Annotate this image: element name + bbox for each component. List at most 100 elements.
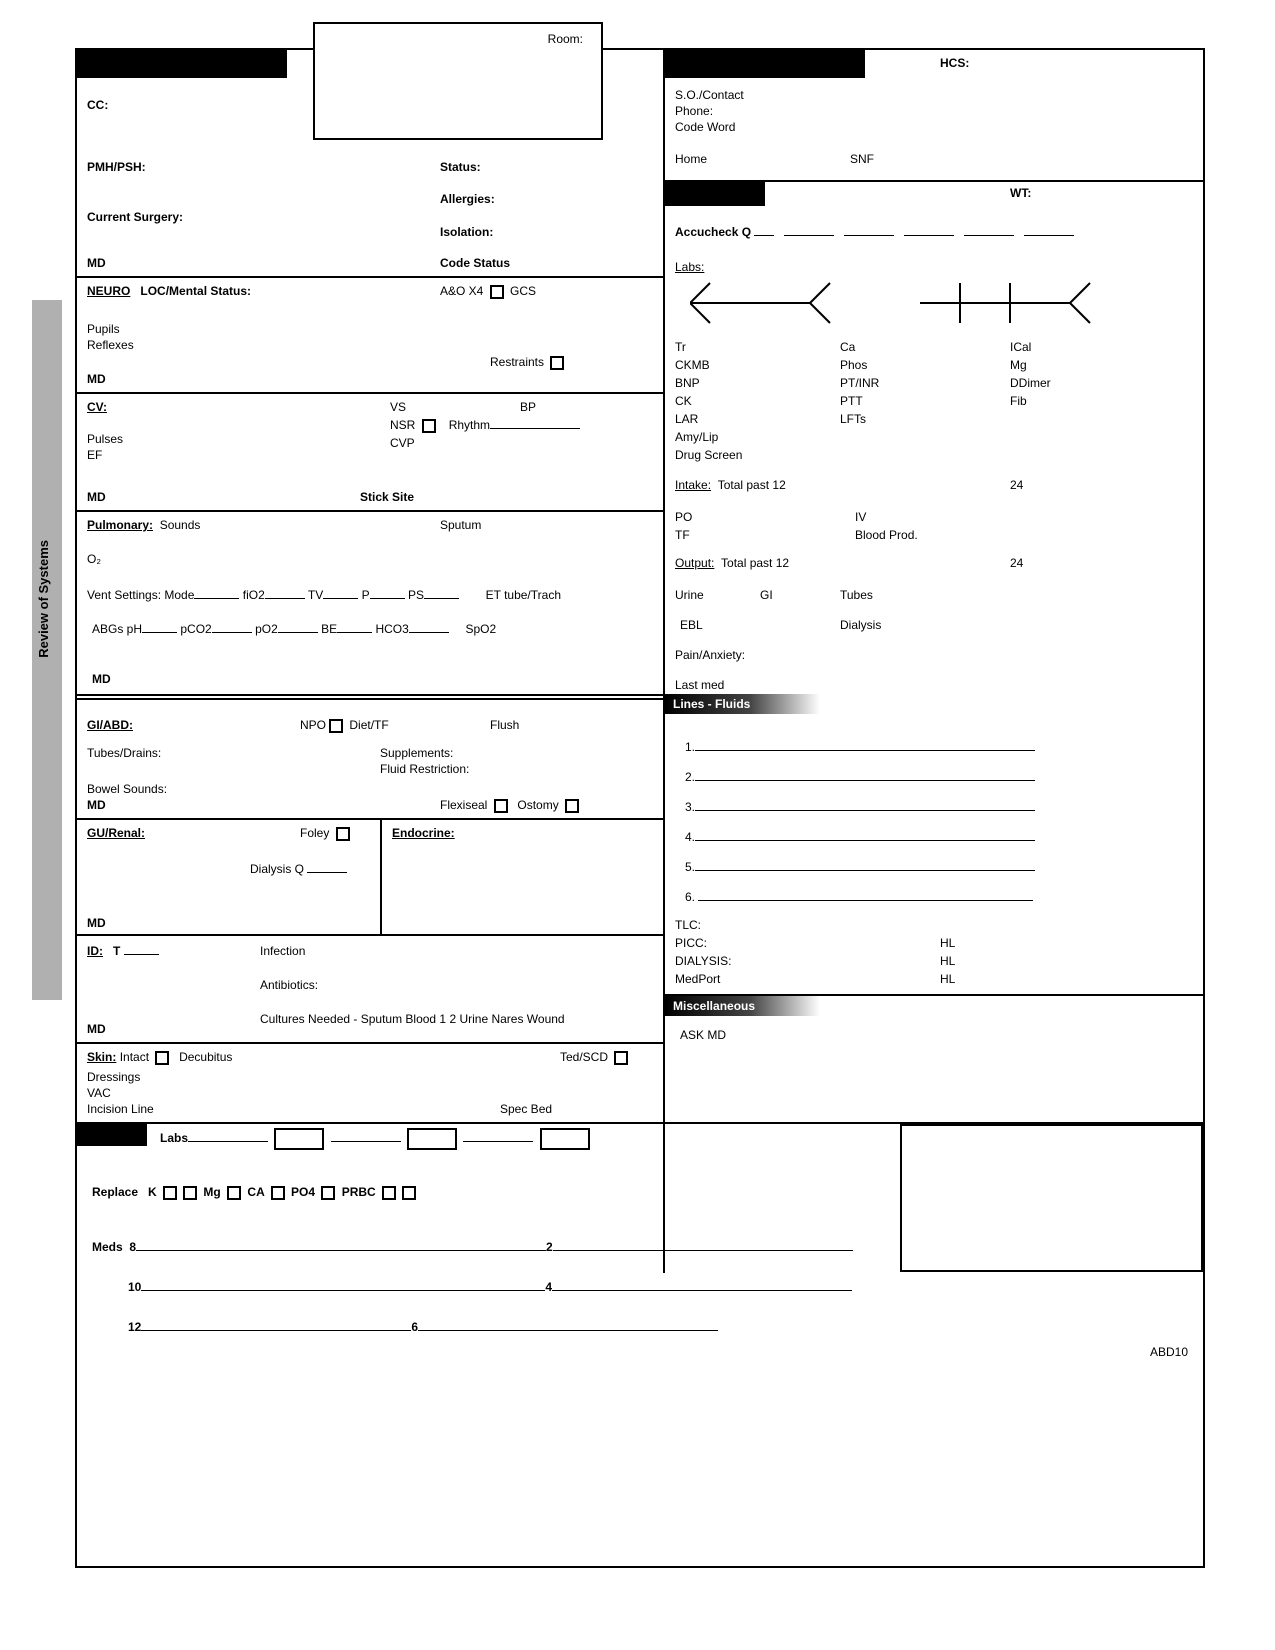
tubes-label: Tubes/Drains:: [87, 746, 161, 760]
po4-chk[interactable]: [321, 1186, 335, 1200]
wt-label: WT:: [1010, 186, 1031, 200]
npo-checkbox[interactable]: [329, 719, 343, 733]
pulm-row: Pulmonary: Sounds: [87, 518, 200, 532]
pulm-md: MD: [92, 672, 111, 686]
isolation-label: Isolation:: [440, 225, 493, 239]
k-chk1[interactable]: [163, 1186, 177, 1200]
tedscd-row: Ted/SCD: [560, 1050, 631, 1065]
antibiotics-label: Antibiotics:: [260, 978, 318, 992]
gi-title: GI/ABD:: [87, 718, 133, 732]
infection-label: Infection: [260, 944, 305, 958]
bottom-labs: Labs: [160, 1128, 593, 1150]
k-chk2[interactable]: [183, 1186, 197, 1200]
askmd-label: ASK MD: [680, 1028, 726, 1042]
line-item-5: 5.: [685, 852, 1035, 882]
line-item-4: 4.: [685, 822, 1035, 852]
output-24: 24: [1010, 556, 1023, 570]
room-label: Room:: [548, 32, 583, 46]
vs-label: VS: [390, 400, 406, 414]
page-root: Review of Systems Room: HCS: CC: S.O./Co…: [0, 0, 1275, 1650]
phone-label: Phone:: [675, 104, 713, 118]
ros-sidebar-label: Review of Systems: [36, 540, 51, 658]
top-black-bar-left: [77, 50, 287, 78]
intake-row: Intake: Total past 12: [675, 478, 786, 492]
lines-list: 1. 2. 3. 4. 5. 6.: [685, 732, 1035, 912]
gi-md: MD: [87, 798, 106, 812]
incision-label: Incision Line: [87, 1102, 154, 1116]
mg-chk[interactable]: [227, 1186, 241, 1200]
abg-row: ABGs pH pCO2 pO2 BE HCO3 SpO2: [92, 622, 496, 636]
line-item-1: 1.: [685, 732, 1035, 762]
specbed-label: Spec Bed: [500, 1102, 552, 1116]
out-dialysis-label: Dialysis: [840, 618, 881, 632]
labs-box-1[interactable]: [274, 1128, 324, 1150]
hr-7: [77, 1042, 663, 1044]
bottom-right-box: [900, 1124, 1203, 1272]
labs-col2: CaPhosPT/INRPTTLFTs: [840, 338, 879, 428]
line-item-6: 6.: [685, 882, 1035, 912]
misc-header: Miscellaneous: [665, 996, 820, 1016]
pulses-label: Pulses: [87, 432, 123, 446]
labs-col1: TrCKMBBNPCKLARAmy/LipDrug Screen: [675, 338, 742, 464]
lastmed-label: Last med: [675, 678, 724, 692]
endo-divider: [380, 818, 382, 934]
labs-box-3[interactable]: [540, 1128, 590, 1150]
bowel-label: Bowel Sounds:: [87, 782, 167, 796]
snf-label: SNF: [850, 152, 874, 166]
prbc-chk1[interactable]: [382, 1186, 396, 1200]
labs-box-2[interactable]: [407, 1128, 457, 1150]
nsr-checkbox[interactable]: [422, 419, 436, 433]
prbc-chk2[interactable]: [402, 1186, 416, 1200]
pmh-label: PMH/PSH:: [87, 160, 146, 174]
ao-checkbox[interactable]: [490, 285, 504, 299]
intact-checkbox[interactable]: [155, 1051, 169, 1065]
cv-md: MD: [87, 490, 106, 504]
cultures-label: Cultures Needed - Sputum Blood 1 2 Urine…: [260, 1012, 565, 1026]
footer-code: ABD10: [1150, 1345, 1188, 1359]
npo-row: NPO Diet/TF: [300, 718, 389, 733]
out-gi-label: GI: [760, 588, 773, 602]
home-label: Home: [675, 152, 707, 166]
flexiseal-checkbox[interactable]: [494, 799, 508, 813]
replace-row: Replace K Mg CA PO4 PRBC: [92, 1185, 419, 1200]
labs-col3: ICalMgDDimerFib: [1010, 338, 1051, 410]
meds-row: Meds 82: [92, 1240, 853, 1254]
fishbone-1: [690, 278, 870, 328]
labs-title: Labs:: [675, 260, 704, 274]
ostomy-checkbox[interactable]: [565, 799, 579, 813]
dialysis-q: Dialysis Q: [250, 862, 347, 876]
pupils-label: Pupils: [87, 322, 120, 336]
status-label: Status:: [440, 160, 481, 174]
so-contact: S.O./Contact: [675, 88, 744, 102]
neuro-title: NEURO LOC/Mental Status:: [87, 284, 251, 298]
gu-title: GU/Renal:: [87, 826, 145, 840]
sputum-label: Sputum: [440, 518, 481, 532]
allergies-label: Allergies:: [440, 192, 495, 206]
vent-row: Vent Settings: Mode fiO2 TV P PS ET tube…: [87, 588, 561, 602]
intake-24: 24: [1010, 478, 1023, 492]
md-label-1: MD: [87, 256, 106, 270]
bp-label: BP: [520, 400, 536, 414]
stick-site-label: Stick Site: [360, 490, 414, 504]
hr-5: [77, 818, 663, 820]
top-black-bar-right: [665, 50, 865, 78]
endo-title: Endocrine:: [392, 826, 455, 840]
blood-label: Blood Prod.: [855, 528, 918, 542]
fishbone-2: [920, 278, 1120, 328]
vac-label: VAC: [87, 1086, 111, 1100]
restraints-row: Restraints: [490, 355, 567, 370]
accucheck-text: Accucheck Q: [675, 225, 751, 239]
restraints-checkbox[interactable]: [550, 356, 564, 370]
cv-title: CV:: [87, 400, 107, 414]
hl-col: HLHLHL: [940, 934, 955, 988]
skin-row: Skin: Intact Decubitus: [87, 1050, 232, 1065]
meds-row-2: 104: [128, 1280, 852, 1294]
foley-checkbox[interactable]: [336, 827, 350, 841]
hr-2: [77, 392, 663, 394]
tedscd-checkbox[interactable]: [614, 1051, 628, 1065]
right-divider: [663, 48, 665, 1273]
o2-label: O₂: [87, 552, 101, 566]
hr-1: [77, 276, 663, 278]
codeword-label: Code Word: [675, 120, 735, 134]
ca-chk[interactable]: [271, 1186, 285, 1200]
